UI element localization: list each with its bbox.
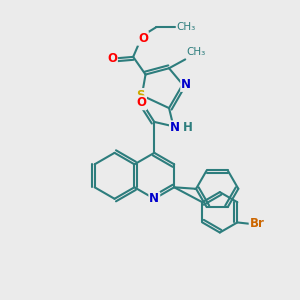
Text: CH₃: CH₃ <box>176 22 196 32</box>
Text: O: O <box>136 96 146 109</box>
Text: H: H <box>183 121 193 134</box>
Text: CH₃: CH₃ <box>187 47 206 57</box>
Text: N: N <box>181 78 191 91</box>
Text: N: N <box>170 121 180 134</box>
Text: O: O <box>138 32 148 45</box>
Text: O: O <box>107 52 117 65</box>
Text: Br: Br <box>250 218 265 230</box>
Text: S: S <box>136 89 145 102</box>
Text: N: N <box>149 192 159 205</box>
